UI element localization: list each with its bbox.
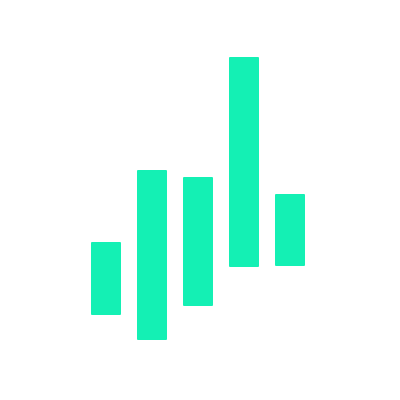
logo-bar-5: [275, 194, 305, 266]
logo-bar-2: [137, 170, 167, 340]
logo-bar-4: [229, 57, 259, 267]
logo-bar-1: [91, 242, 121, 315]
logo-bar-3: [183, 177, 213, 306]
